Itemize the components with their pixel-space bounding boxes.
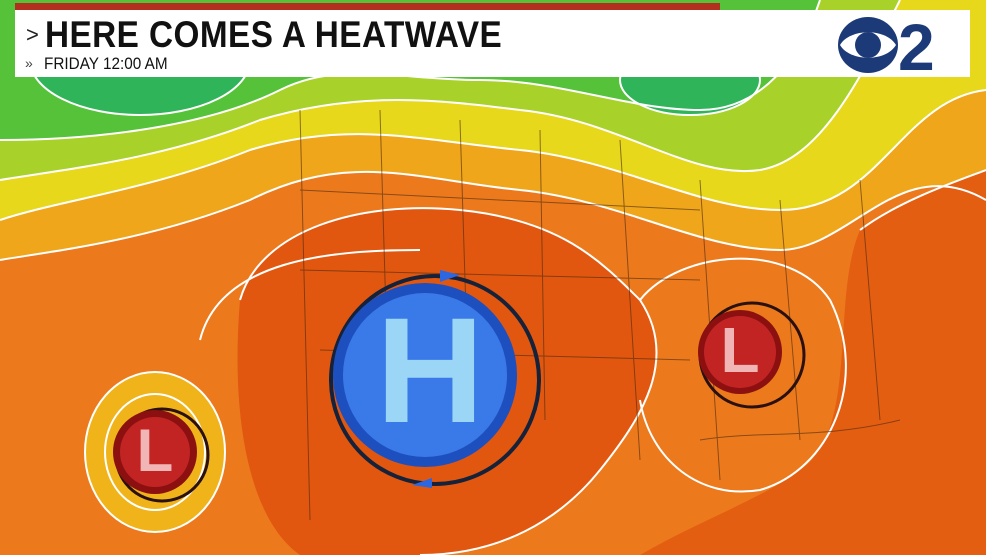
page-title: HERE COMES A HEATWAVE (45, 14, 503, 55)
cbs2-logo: 2 (838, 14, 935, 74)
double-chevron-icon: » (25, 55, 33, 71)
high-label: H (375, 286, 485, 454)
svg-text:2: 2 (898, 14, 935, 74)
chevron-right-icon: > (26, 22, 39, 47)
low-pressure-system-east (698, 301, 806, 409)
low-pressure-system-west (113, 407, 210, 503)
header-banner: > HERE COMES A HEATWAVE » FRIDAY 12:00 A… (15, 10, 970, 77)
low-label-east: L (720, 314, 760, 386)
arrow-icon (440, 270, 460, 282)
forecast-time: FRIDAY 12:00 AM (44, 54, 168, 73)
hot-east (640, 170, 986, 555)
low-label-west: L (136, 417, 174, 484)
arrow-icon (412, 478, 432, 488)
high-pressure-system (329, 270, 541, 488)
banner-accent-bar (15, 3, 720, 11)
